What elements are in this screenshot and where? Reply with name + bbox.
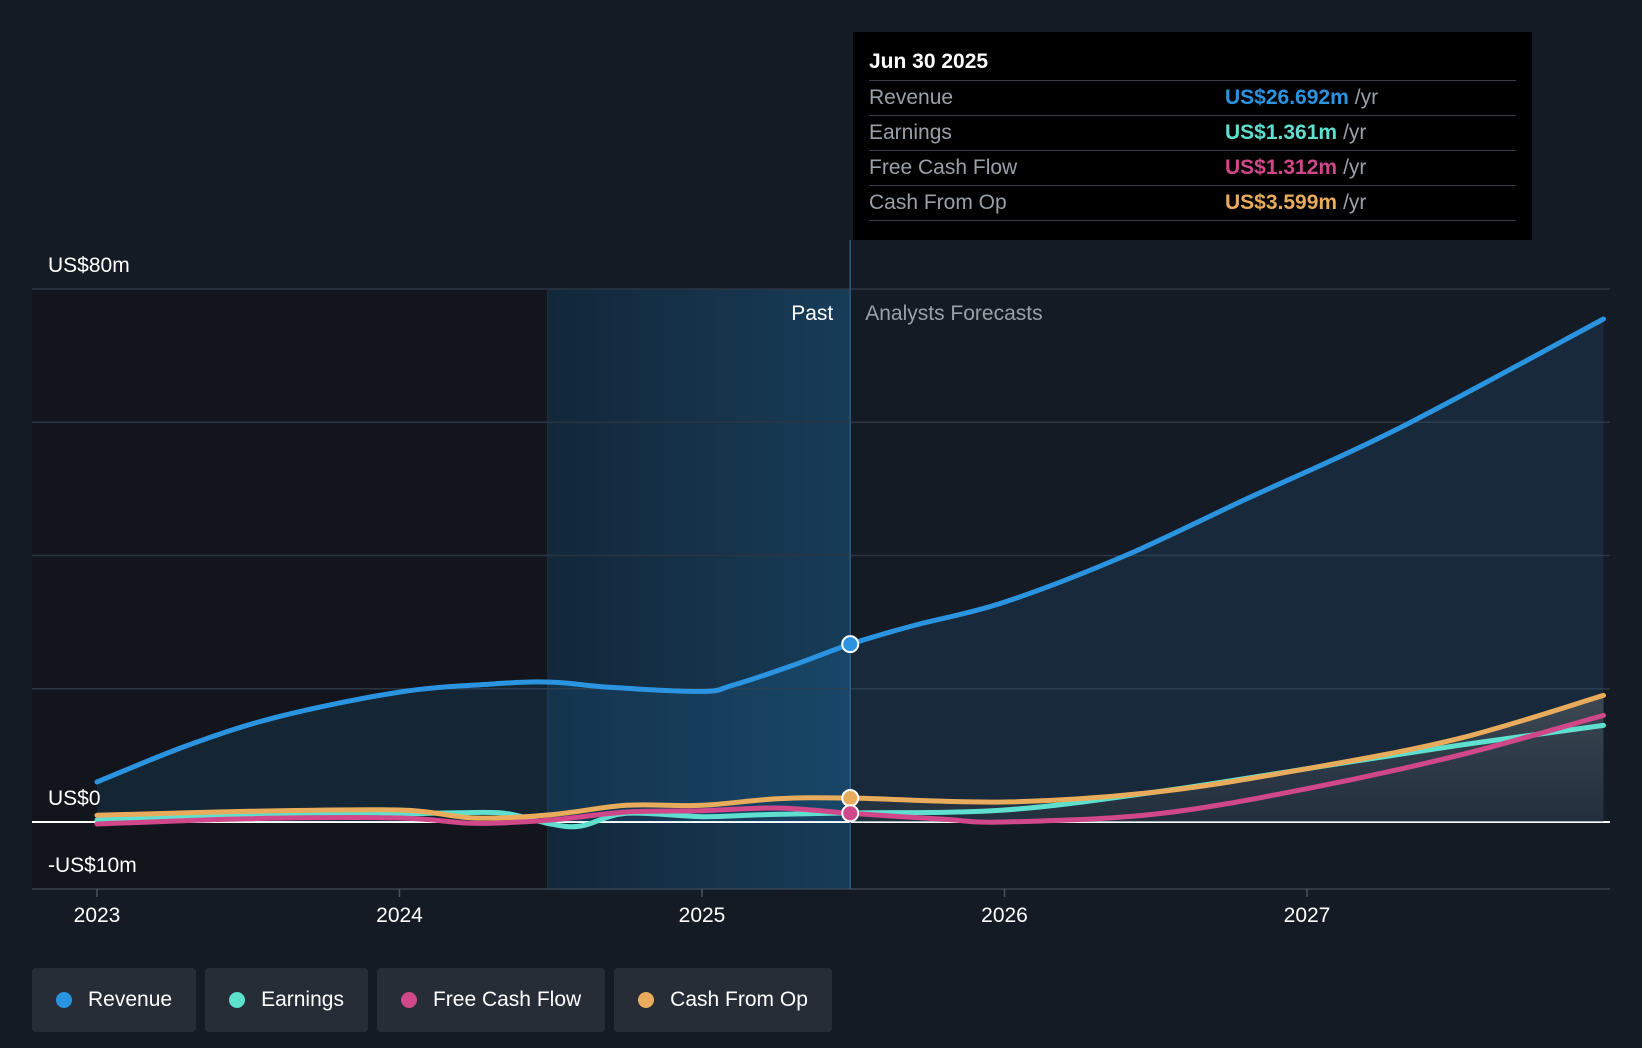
tooltip-row-revenue: Revenue US$26.692m /yr (869, 81, 1516, 116)
y-tick-label: -US$10m (48, 854, 137, 877)
tooltip-unit: /yr (1343, 121, 1367, 144)
series-line-revenue (94, 316, 1606, 785)
tooltip-value: US$3.599m (1225, 191, 1338, 214)
legend-item-cash-from-op[interactable]: Cash From Op (614, 968, 832, 1032)
marker-revenue (841, 635, 860, 654)
chart-labels: US$80m US$0 -US$10m Past Analysts Forecasts 2… (48, 254, 1330, 927)
x-tick-label: 2027 (1284, 904, 1331, 927)
tooltip-date: Jun 30 2025 (869, 46, 1516, 81)
legend-label: Free Cash Flow (432, 988, 582, 1011)
tooltip: Jun 30 2025 Revenue US$26.692m /yr Earni… (853, 32, 1532, 240)
tooltip-unit: /yr (1343, 156, 1367, 179)
legend-label: Earnings (261, 988, 344, 1011)
tooltip-unit: /yr (1343, 191, 1367, 214)
chart-markers (841, 635, 860, 823)
past-label: Past (791, 302, 833, 325)
legend-item-revenue[interactable]: Revenue (32, 968, 197, 1032)
tooltip-label: Free Cash Flow (869, 156, 1018, 179)
chart-grid (32, 240, 1610, 897)
tooltip-value: US$1.361m (1225, 121, 1338, 144)
earnings-dot-icon (229, 992, 246, 1008)
forecast-area (850, 695, 1604, 822)
free-cash-flow-dot-icon (400, 992, 417, 1008)
legend-label: Revenue (88, 988, 173, 1011)
tooltip-value: US$1.312m (1225, 156, 1338, 179)
tooltip-row-free-cash-flow: Free Cash Flow US$1.312m /yr (869, 151, 1516, 186)
tooltip-row-cash-from-op: Cash From Op US$3.599m /yr (869, 186, 1516, 221)
legend: Revenue Earnings Free Cash Flow Cash Fro… (32, 968, 832, 1032)
series-line-cash-from-op (94, 692, 1606, 821)
x-tick-label: 2026 (981, 904, 1028, 927)
x-tick-label: 2024 (376, 904, 423, 927)
tooltip-unit: /yr (1354, 86, 1379, 109)
past-region (32, 289, 548, 889)
chart-lines (94, 316, 1606, 830)
revenue-dot-icon (56, 992, 72, 1008)
marker-cash-from-op (841, 789, 860, 808)
legend-label: Cash From Op (670, 988, 808, 1011)
legend-item-free-cash-flow[interactable]: Free Cash Flow (376, 968, 606, 1032)
highlight-region (547, 289, 851, 889)
cash-from-op-dot-icon (638, 992, 655, 1008)
legend-item-earnings[interactable]: Earnings (205, 968, 368, 1032)
chart-areas (97, 319, 1604, 822)
x-tick-label: 2023 (74, 904, 121, 927)
series-line-free-cash-flow (94, 712, 1606, 827)
tooltip-row-earnings: Earnings US$1.361m /yr (869, 116, 1516, 151)
forecast-label: Analysts Forecasts (865, 302, 1042, 325)
marker-free-cash-flow (841, 804, 860, 823)
tooltip-label: Revenue (869, 86, 954, 109)
revenue-area (97, 319, 1604, 822)
x-tick-label: 2025 (679, 904, 726, 927)
tooltip-value: US$26.692m (1225, 86, 1349, 109)
tooltip-label: Earnings (869, 121, 952, 144)
tooltip-label: Cash From Op (869, 191, 1007, 214)
y-tick-label: US$80m (48, 254, 130, 277)
y-tick-label: US$0 (48, 787, 101, 810)
chart-background (32, 289, 851, 889)
